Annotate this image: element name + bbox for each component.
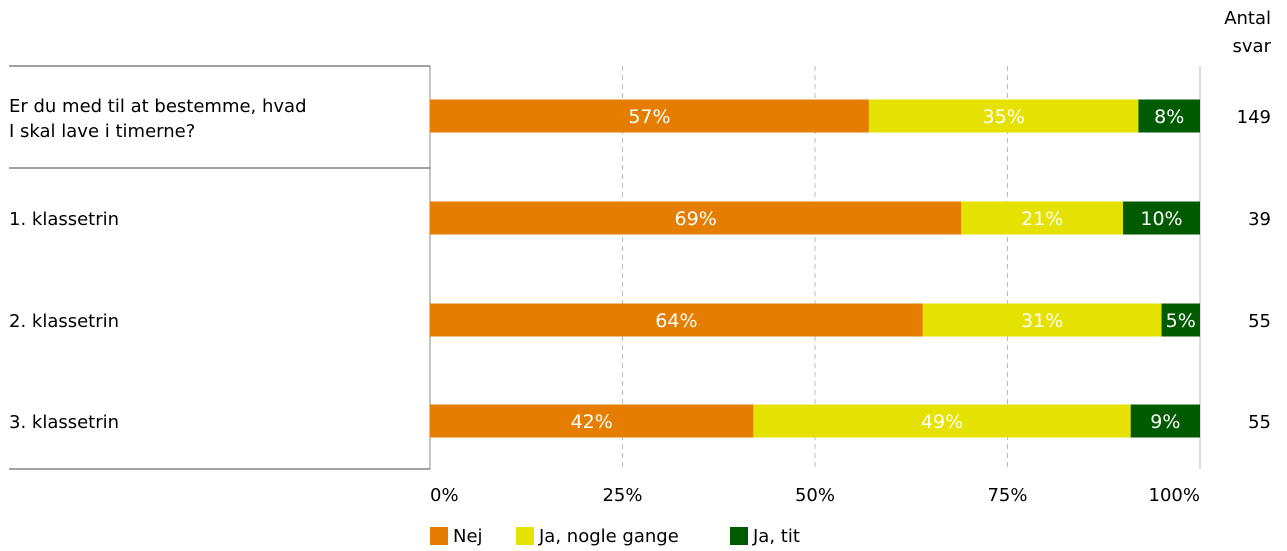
legend-swatch-3 (730, 527, 748, 545)
bar-1-ja-nogle-gange (868, 99, 1139, 133)
count-3: 55 (1248, 311, 1271, 332)
bar-3-ja-nogle-gange (922, 303, 1162, 337)
bar-1-ja-tit (1138, 99, 1200, 133)
category-label-4: 3. klassetrin (9, 412, 119, 433)
legend-label-2: Ja, nogle gange (538, 526, 679, 547)
legend-swatch-1 (430, 527, 448, 545)
count-1: 149 (1237, 107, 1271, 128)
x-tick-label-5: 100% (1149, 485, 1200, 506)
x-tick-label-2: 25% (602, 485, 642, 506)
x-tick-label-3: 50% (795, 485, 835, 506)
category-label-3: 2. klassetrin (9, 311, 119, 332)
legend-label-3: Ja, tit (752, 526, 800, 547)
bars (430, 99, 1200, 438)
x-tick-label-4: 75% (987, 485, 1027, 506)
category-labels: Er du med til at bestemme, hvad I skal la… (9, 96, 307, 433)
x-tick-label-1: 0% (430, 485, 459, 506)
value-label: 64% (655, 310, 697, 332)
legend-swatch-2 (516, 527, 534, 545)
grid-lines (622, 66, 1008, 469)
value-label: 31% (1021, 310, 1063, 332)
count-2: 39 (1248, 209, 1271, 230)
category-label-2: 1. klassetrin (9, 209, 119, 230)
legend-label-1: Nej (453, 526, 483, 547)
value-labels: 57% 35% 8% 69% 21% 10% 64% 31% 5% 42% 49% 9% (571, 106, 1196, 433)
counts-header-line-2: svar (1233, 36, 1272, 57)
axis-lines (9, 65, 1201, 470)
bar-3-ja-tit (1161, 303, 1200, 337)
legend: Nej Ja, nogle gange Ja, tit (430, 526, 800, 547)
bar-2-ja-nogle-gange (961, 201, 1123, 235)
answer-counts: Antal svar 149 39 55 55 (1224, 8, 1271, 433)
category-label-1: Er du med til at bestemme, hvad I skal la… (9, 96, 307, 142)
x-tick-labels: 0% 25% 50% 75% 100% (430, 485, 1200, 506)
value-label: 42% (571, 411, 613, 433)
count-4: 55 (1248, 412, 1271, 433)
counts-header-line-1: Antal (1224, 8, 1271, 29)
value-label: 69% (675, 208, 717, 230)
bar-4-ja-nogle-gange (753, 404, 1131, 438)
bar-3-nej (430, 303, 923, 337)
value-label: 10% (1140, 208, 1182, 230)
value-label: 35% (983, 106, 1025, 128)
bar-4-nej (430, 404, 754, 438)
value-label: 9% (1150, 411, 1180, 433)
value-label: 8% (1154, 106, 1184, 128)
value-label: 21% (1021, 208, 1063, 230)
bar-1-nej (430, 99, 869, 133)
value-label: 5% (1166, 310, 1196, 332)
bar-2-ja-tit (1123, 201, 1200, 235)
bar-4-ja-tit (1130, 404, 1200, 438)
value-label: 57% (628, 106, 670, 128)
bar-2-nej (430, 201, 962, 235)
value-label: 49% (921, 411, 963, 433)
